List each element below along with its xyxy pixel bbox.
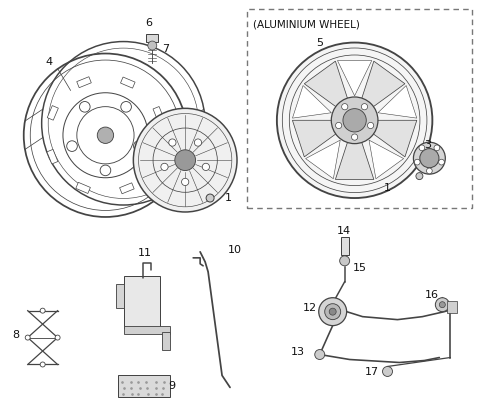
Bar (247, 9, 472, 208)
Circle shape (148, 41, 157, 50)
Circle shape (202, 163, 209, 171)
Text: 1: 1 (225, 193, 231, 203)
Polygon shape (153, 107, 164, 121)
Text: 7: 7 (162, 44, 169, 53)
Polygon shape (304, 61, 348, 107)
Circle shape (80, 102, 90, 112)
Polygon shape (337, 60, 372, 96)
Circle shape (25, 335, 30, 340)
Circle shape (416, 173, 423, 180)
Circle shape (133, 108, 237, 212)
Circle shape (413, 142, 445, 174)
Text: 5: 5 (316, 37, 323, 47)
Circle shape (368, 122, 374, 129)
Polygon shape (47, 105, 59, 120)
Text: 3: 3 (424, 140, 431, 150)
Circle shape (181, 178, 189, 186)
Circle shape (97, 127, 114, 143)
Polygon shape (120, 183, 134, 194)
Circle shape (133, 141, 144, 152)
Bar (162, 332, 170, 349)
Bar (124, 326, 170, 333)
Circle shape (434, 145, 440, 151)
Bar (117, 284, 124, 308)
Circle shape (427, 168, 432, 174)
Text: 2: 2 (194, 147, 202, 157)
Bar (146, 34, 158, 42)
Circle shape (206, 194, 214, 202)
Text: 12: 12 (303, 303, 317, 312)
Circle shape (315, 349, 324, 360)
Circle shape (319, 298, 347, 326)
Text: 17: 17 (364, 368, 379, 378)
Text: 16: 16 (424, 290, 438, 300)
Circle shape (420, 149, 439, 168)
Circle shape (414, 159, 420, 165)
Text: 11: 11 (138, 248, 152, 258)
Circle shape (100, 165, 111, 176)
Circle shape (351, 134, 358, 140)
Circle shape (329, 308, 336, 315)
Circle shape (342, 104, 348, 110)
Bar (341, 237, 348, 255)
Circle shape (40, 362, 45, 367)
Text: 4: 4 (45, 58, 52, 68)
Polygon shape (373, 120, 417, 157)
Circle shape (435, 298, 449, 312)
Circle shape (383, 367, 393, 376)
Circle shape (343, 109, 366, 132)
Circle shape (340, 256, 349, 266)
Polygon shape (153, 150, 164, 165)
Polygon shape (306, 140, 340, 179)
Bar (447, 301, 457, 312)
Circle shape (419, 145, 425, 151)
Polygon shape (362, 61, 405, 107)
Circle shape (331, 97, 378, 144)
Polygon shape (292, 86, 331, 118)
Polygon shape (77, 77, 91, 88)
Polygon shape (76, 182, 90, 194)
Circle shape (194, 139, 202, 146)
Circle shape (67, 141, 77, 152)
Text: 13: 13 (291, 346, 305, 357)
Bar (124, 276, 160, 328)
Text: (ALUMINIUM WHEEL): (ALUMINIUM WHEEL) (253, 20, 360, 30)
Text: 14: 14 (336, 226, 351, 236)
Polygon shape (292, 120, 336, 157)
Polygon shape (369, 140, 404, 179)
Circle shape (324, 304, 341, 320)
Text: 10: 10 (228, 245, 242, 255)
Circle shape (161, 163, 168, 171)
Circle shape (277, 42, 432, 198)
Polygon shape (378, 86, 417, 118)
Circle shape (175, 150, 195, 171)
Circle shape (439, 159, 444, 165)
Circle shape (336, 122, 342, 129)
Polygon shape (120, 77, 135, 88)
Circle shape (121, 102, 132, 112)
Bar (119, 375, 170, 397)
Text: 9: 9 (168, 381, 176, 391)
Circle shape (439, 302, 445, 308)
Polygon shape (336, 142, 374, 179)
Text: 6: 6 (145, 18, 152, 28)
Text: 8: 8 (12, 330, 19, 340)
Circle shape (55, 335, 60, 340)
Circle shape (169, 139, 176, 146)
Text: 1: 1 (384, 183, 391, 193)
Polygon shape (47, 150, 58, 164)
Circle shape (361, 104, 368, 110)
Circle shape (40, 308, 45, 313)
Text: 15: 15 (353, 263, 367, 273)
